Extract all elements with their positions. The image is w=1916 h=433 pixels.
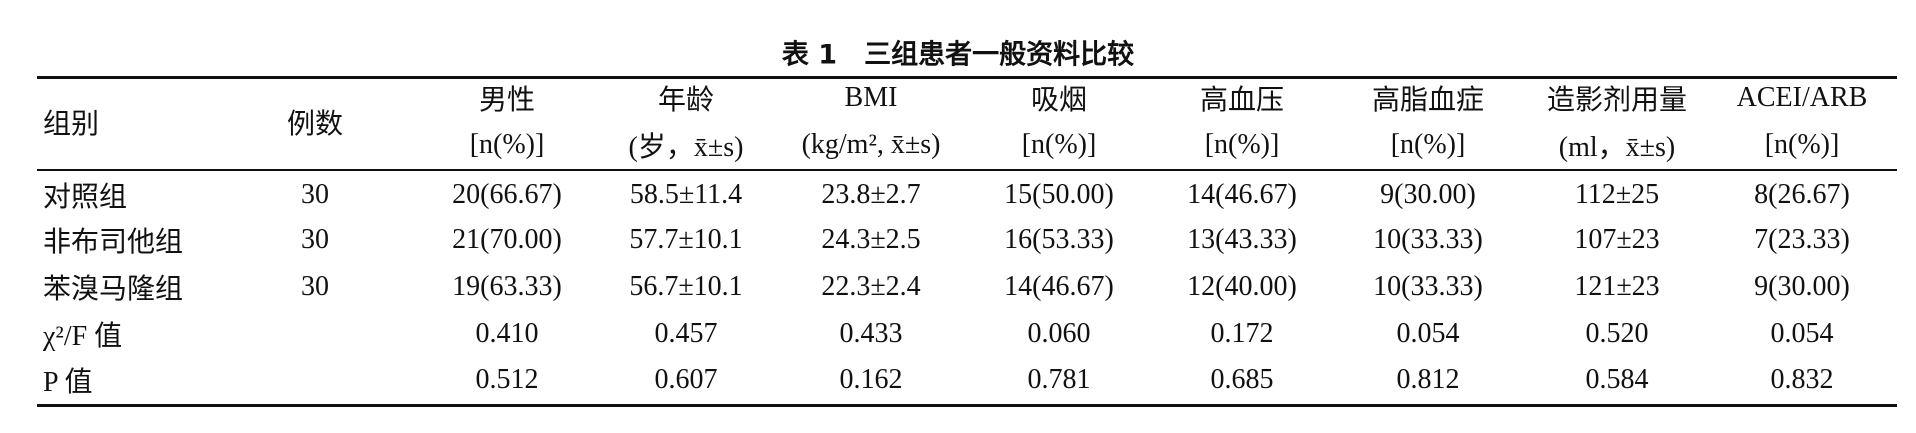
table-cell: 13(43.33)	[1187, 224, 1297, 255]
table-cell: 121±23	[1574, 271, 1660, 302]
table-title: 表 1 三组患者一般资料比较	[781, 39, 1135, 71]
table-cell: 0.410	[475, 318, 539, 349]
table-cell: 15(50.00)	[1004, 179, 1114, 210]
column-unit: [n(%)]	[469, 129, 545, 160]
row-label: 非布司他组	[43, 227, 184, 258]
table-cell: 57.7±10.1	[629, 224, 743, 255]
table-cell: 0.054	[1396, 318, 1460, 349]
table-cell: 0.060	[1027, 318, 1091, 349]
column-unit: (kg/m², x̄±s)	[801, 129, 941, 160]
column-header: 造影剂用量	[1546, 85, 1688, 116]
case-count: 30	[301, 224, 329, 255]
top-rule	[37, 76, 1897, 79]
table-cell: 0.162	[839, 364, 903, 395]
table-cell: 10(33.33)	[1373, 271, 1483, 302]
table-cell: 0.433	[839, 318, 903, 349]
column-header: 例数	[286, 109, 344, 140]
table-cell: 16(53.33)	[1004, 224, 1114, 255]
table-cell: 19(63.33)	[452, 271, 562, 302]
column-header: 男性	[478, 85, 536, 116]
case-count: 30	[301, 179, 329, 210]
table-cell: 21(70.00)	[452, 224, 562, 255]
table-cell: 107±23	[1574, 224, 1660, 255]
column-unit: [n(%)]	[1390, 129, 1466, 160]
column-header: 高血压	[1199, 85, 1285, 116]
table-cell: 0.607	[654, 364, 718, 395]
table-cell: 0.781	[1027, 364, 1091, 395]
table-cell: 12(40.00)	[1187, 271, 1297, 302]
row-label: P 值	[43, 367, 93, 398]
row-label: 苯溴马隆组	[43, 274, 184, 305]
table-cell: 22.3±2.4	[821, 271, 921, 302]
table-cell: 0.172	[1210, 318, 1274, 349]
table-cell: 0.520	[1585, 318, 1649, 349]
header-rule	[37, 169, 1897, 171]
column-unit: [n(%)]	[1764, 129, 1840, 160]
table-cell: 23.8±2.7	[821, 179, 921, 210]
table-cell: 58.5±11.4	[629, 179, 743, 210]
column-header: 吸烟	[1030, 85, 1088, 116]
row-label: 对照组	[43, 182, 128, 213]
table-cell: 24.3±2.5	[821, 224, 921, 255]
column-header: BMI	[844, 82, 898, 113]
table-cell: 8(26.67)	[1754, 179, 1850, 210]
column-header: 组别	[43, 109, 100, 140]
column-header: 高脂血症	[1371, 85, 1485, 116]
table-cell: 0.054	[1770, 318, 1834, 349]
table-cell: 0.685	[1210, 364, 1274, 395]
table-cell: 14(46.67)	[1004, 271, 1114, 302]
row-label: χ²/F 值	[43, 321, 123, 352]
table-cell: 56.7±10.1	[629, 271, 743, 302]
column-header: ACEI/ARB	[1736, 82, 1868, 113]
table-cell: 112±25	[1574, 179, 1660, 210]
table-cell: 7(23.33)	[1754, 224, 1850, 255]
bottom-rule	[37, 404, 1897, 407]
table-cell: 0.832	[1770, 364, 1834, 395]
table-cell: 14(46.67)	[1187, 179, 1297, 210]
table-cell: 9(30.00)	[1380, 179, 1476, 210]
table-cell: 0.812	[1396, 364, 1460, 395]
table-cell: 9(30.00)	[1754, 271, 1850, 302]
column-header: 年龄	[657, 85, 715, 116]
table-cell: 10(33.33)	[1373, 224, 1483, 255]
column-unit: (岁，x̄±s)	[628, 132, 744, 163]
table-cell: 0.512	[475, 364, 539, 395]
column-unit: (ml，x̄±s)	[1558, 132, 1676, 163]
table-cell: 20(66.67)	[452, 179, 562, 210]
case-count: 30	[301, 271, 329, 302]
table-cell: 0.457	[654, 318, 718, 349]
table-cell: 0.584	[1585, 364, 1649, 395]
column-unit: [n(%)]	[1204, 129, 1280, 160]
column-unit: [n(%)]	[1021, 129, 1097, 160]
